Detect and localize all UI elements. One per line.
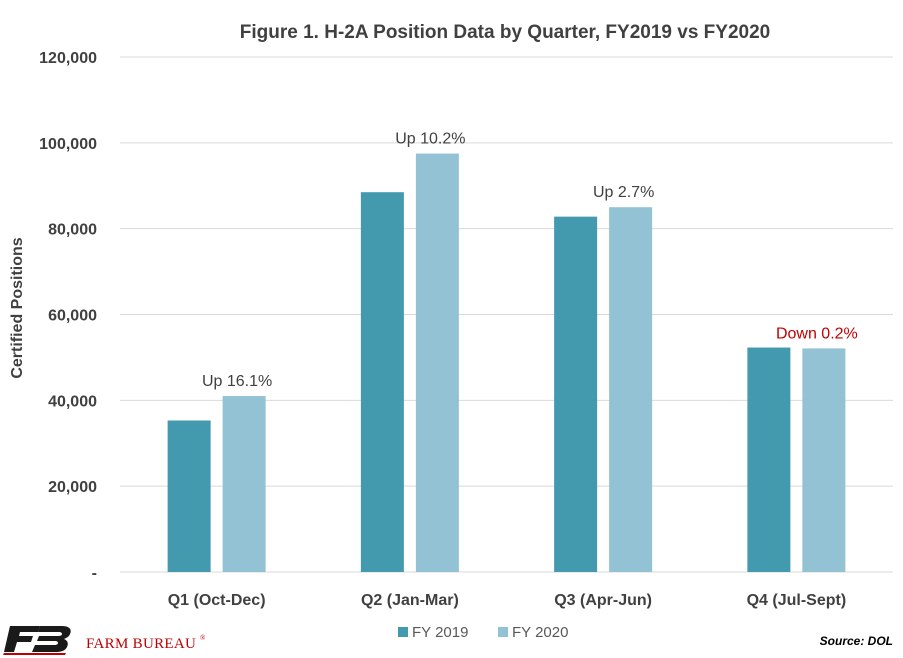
legend: FY 2019 FY 2020 xyxy=(398,624,568,641)
annotations: Up 16.1% Up 10.2% Up 2.7% Down 0.2% xyxy=(202,131,858,390)
bar-fy-2019 xyxy=(554,216,598,572)
y-axis-ticks: - 20,000 40,000 60,000 80,000 100,000 120,000 xyxy=(39,50,97,582)
y-tick-label: 120,000 xyxy=(39,50,97,67)
x-tick-label: Q3 (Apr-Jun) xyxy=(554,592,652,609)
y-tick-label: 100,000 xyxy=(39,136,97,153)
bar-annotation: Down 0.2% xyxy=(776,325,858,342)
legend-swatch xyxy=(398,627,408,637)
bars xyxy=(167,153,846,573)
farm-bureau-logo: FARM BUREAU ® xyxy=(3,626,206,655)
bar-fy-2019 xyxy=(167,420,211,572)
registered-mark-icon: ® xyxy=(200,634,206,642)
legend-swatch xyxy=(498,627,508,637)
bar-fy-2019 xyxy=(747,347,791,572)
bar-annotation: Up 2.7% xyxy=(593,184,654,201)
x-tick-label: Q2 (Jan-Mar) xyxy=(361,592,459,609)
y-tick-label: 60,000 xyxy=(48,308,97,325)
x-tick-label: Q1 (Oct-Dec) xyxy=(168,592,266,609)
y-tick-label: 40,000 xyxy=(48,393,97,410)
bar-fy-2020 xyxy=(415,153,459,572)
fb-logo-mark-icon xyxy=(3,626,71,655)
bar-annotation: Up 10.2% xyxy=(395,131,465,148)
source-note: Source: DOL xyxy=(820,634,893,648)
bar-fy-2020 xyxy=(609,207,653,573)
x-tick-label: Q4 (Jul-Sept) xyxy=(747,592,847,609)
legend-label: FY 2019 xyxy=(412,624,468,641)
y-tick-label: 80,000 xyxy=(48,222,97,239)
bar-fy-2020 xyxy=(222,396,266,572)
y-tick-label: - xyxy=(92,565,97,582)
bar-fy-2019 xyxy=(360,192,404,572)
chart-title: Figure 1. H-2A Position Data by Quarter,… xyxy=(240,22,770,43)
bar-fy-2020 xyxy=(802,348,846,572)
y-tick-label: 20,000 xyxy=(48,479,97,496)
bar-annotation: Up 16.1% xyxy=(202,373,272,390)
farm-bureau-wordmark: FARM BUREAU xyxy=(86,636,196,652)
x-axis-ticks: Q1 (Oct-Dec) Q2 (Jan-Mar) Q3 (Apr-Jun) Q4 (… xyxy=(168,592,846,609)
y-axis-label: Certified Positions xyxy=(9,237,26,378)
legend-label: FY 2020 xyxy=(512,624,568,641)
